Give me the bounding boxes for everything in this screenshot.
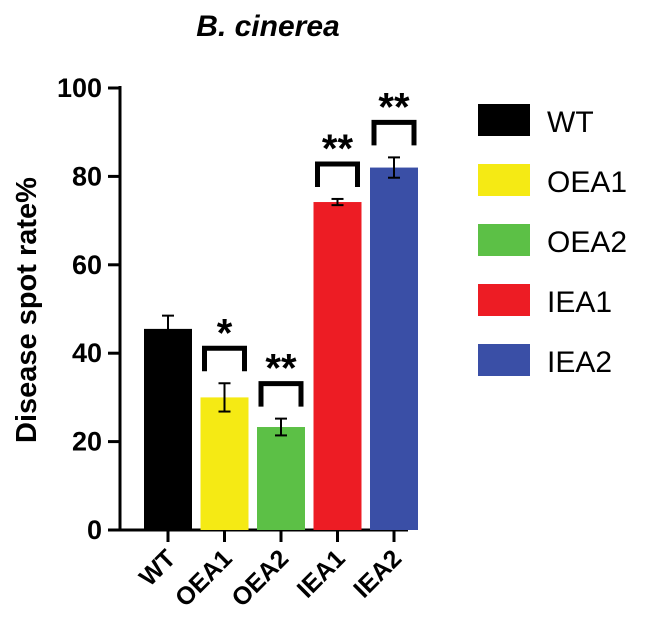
- error-bar: [275, 417, 287, 437]
- legend-swatch: [478, 104, 530, 136]
- legend-label: IEA2: [547, 346, 612, 379]
- legend-label: WT: [547, 106, 594, 139]
- y-tick-label: 100: [57, 73, 102, 103]
- bar-wt: [144, 328, 192, 530]
- x-tick-label: IEA2: [348, 544, 407, 603]
- error-bar: [162, 314, 174, 344]
- bars: *******: [144, 85, 418, 530]
- legend-label: OEA2: [547, 226, 627, 259]
- significance-bracket: [315, 161, 360, 187]
- legend-swatch: [478, 224, 530, 256]
- legend: WT OEA1 OEA2 IEA1 IEA2: [478, 104, 627, 379]
- y-tick-label: 20: [72, 427, 102, 457]
- legend-swatch: [478, 284, 530, 316]
- x-tick-label: IEA1: [292, 544, 351, 603]
- significance-bracket: [371, 119, 417, 146]
- legend-label: IEA1: [547, 286, 612, 319]
- legend-swatch: [478, 344, 530, 376]
- significance-bracket: [258, 381, 304, 407]
- y-tick-label: 60: [72, 250, 102, 280]
- x-tick-label: OEA2: [226, 544, 294, 612]
- x-tick-label: OEA1: [170, 544, 238, 612]
- bar-iea2: [370, 167, 418, 530]
- legend-label: OEA1: [547, 166, 627, 199]
- error-bar: [388, 156, 400, 179]
- error-bar: [218, 382, 231, 413]
- y-tick-label: 80: [72, 161, 102, 191]
- y-axis-label: Disease spot rate%: [11, 177, 43, 443]
- bar-oea2: [257, 427, 305, 530]
- significance-label: *: [217, 311, 233, 355]
- bar-iea1: [313, 202, 362, 530]
- x-tick-label: WT: [134, 544, 181, 591]
- error-bar: [331, 197, 344, 207]
- significance-bracket: [202, 345, 247, 372]
- y-tick-label: 0: [87, 515, 102, 545]
- significance-label: **: [322, 127, 354, 171]
- chart-title: B. cinerea: [196, 10, 339, 43]
- legend-swatch: [478, 164, 530, 196]
- y-tick-label: 40: [72, 338, 102, 368]
- bar-oea1: [200, 397, 249, 530]
- significance-label: **: [378, 85, 410, 129]
- significance-label: **: [265, 347, 297, 391]
